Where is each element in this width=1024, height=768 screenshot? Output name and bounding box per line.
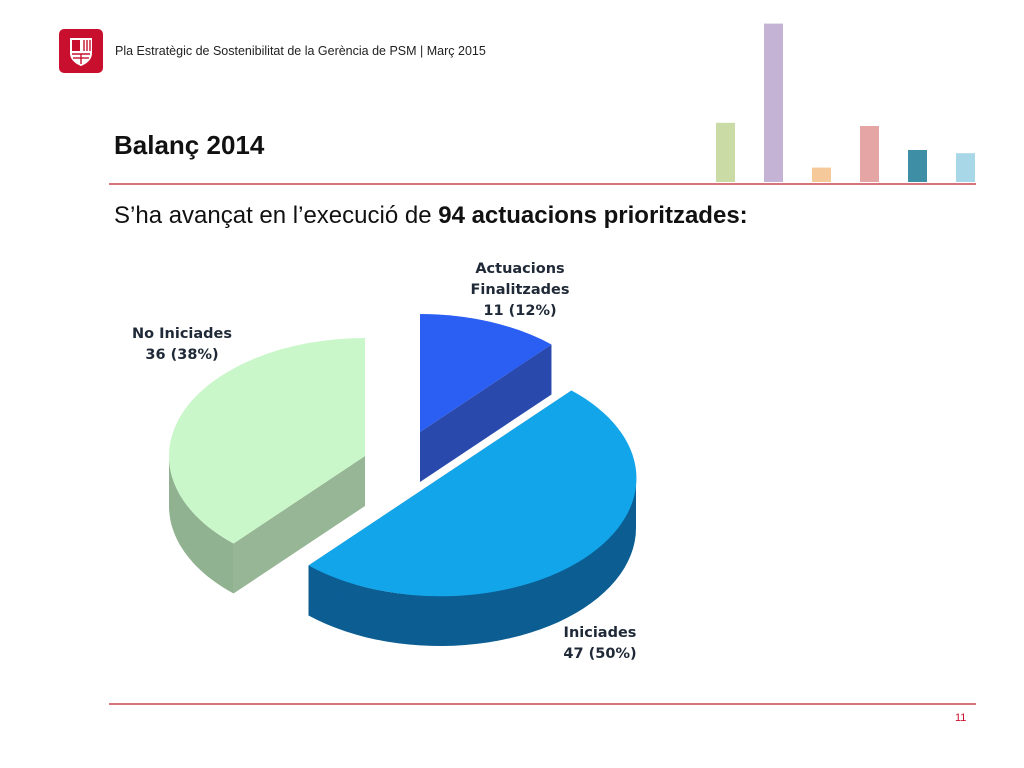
decor-bar — [716, 122, 735, 182]
header-text: Pla Estratègic de Sostenibilitat de la G… — [115, 44, 486, 58]
pie-slice-edge — [233, 456, 365, 594]
title-divider — [109, 183, 976, 185]
pie-slice — [169, 338, 365, 544]
page-title: Balanç 2014 — [114, 130, 265, 160]
ajuntament-barcelona-logo — [59, 29, 103, 73]
slice-label-line: Finalitzades — [470, 282, 570, 298]
slice-label-value: 11 (12%) — [483, 303, 557, 319]
page-number: 11 — [955, 712, 967, 724]
decor-bar — [908, 150, 927, 182]
slice-label-value: 36 (38%) — [145, 347, 219, 363]
subtitle-bold: 94 actuacions prioritzades: — [438, 202, 748, 229]
subtitle: S’ha avançat en l’execució de 94 actuaci… — [114, 202, 748, 230]
slice-label-line: Actuacions — [475, 261, 565, 277]
decor-bar — [860, 126, 879, 182]
decor-bar — [812, 167, 831, 182]
slice-label-line: No Iniciades — [131, 326, 233, 342]
pie-slice-edge — [420, 344, 552, 482]
slice-label-iniciades: Iniciades 47 (50%) — [550, 623, 650, 665]
decorative-bars — [716, 23, 975, 182]
pie-chart — [169, 314, 637, 646]
footer-divider — [109, 703, 976, 705]
decor-bar — [764, 23, 783, 182]
slice-label-no-iniciades: No Iniciades 36 (38%) — [112, 324, 252, 366]
slice-label-finalitzades: Actuacions Finalitzades 11 (12%) — [460, 259, 580, 322]
decor-bar — [956, 153, 975, 182]
subtitle-prefix: S’ha avançat en l’execució de — [114, 202, 439, 229]
pie-slice — [308, 390, 637, 597]
pie-slice — [420, 314, 552, 432]
pie-slice-side — [169, 456, 234, 594]
slice-label-value: 47 (50%) — [563, 646, 637, 662]
pie-slice-side — [308, 478, 636, 646]
slice-label-line: Iniciades — [563, 625, 637, 641]
